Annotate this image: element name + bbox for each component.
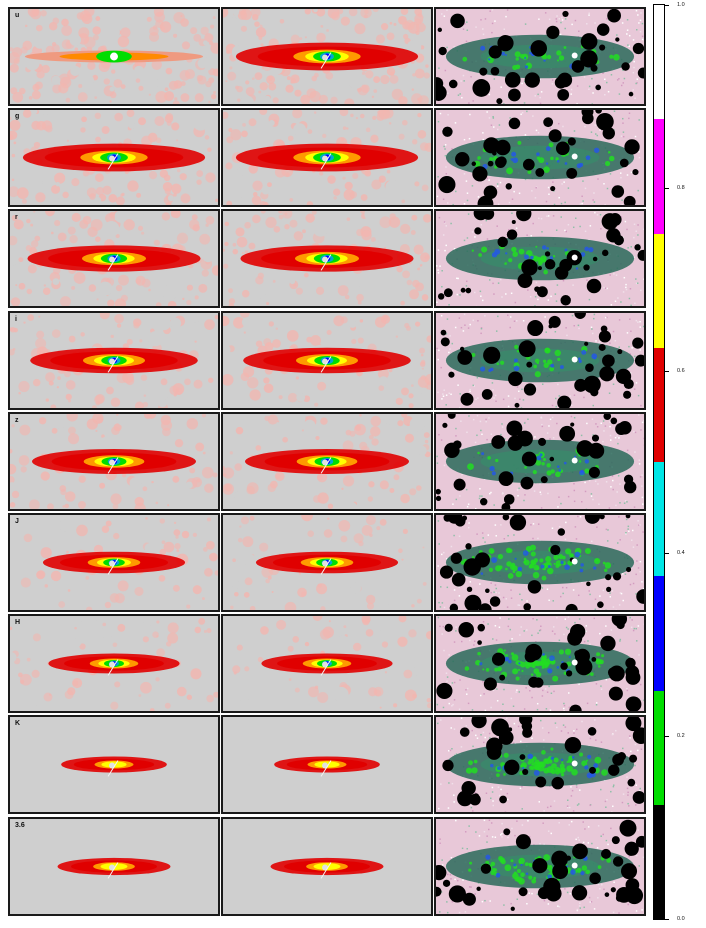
panel-residual bbox=[434, 7, 646, 106]
colorbar-tick-label: 1.0 bbox=[677, 2, 685, 8]
panel-data: i bbox=[8, 310, 220, 410]
band-label: K bbox=[15, 720, 21, 728]
panel-model bbox=[221, 816, 433, 916]
model-image bbox=[223, 515, 431, 610]
panel-data: u bbox=[8, 7, 220, 106]
colorbar-tick-mark bbox=[665, 736, 669, 738]
colorbar-tick-label: 0.2 bbox=[677, 733, 685, 740]
band-label: z bbox=[15, 416, 19, 424]
band-label: J bbox=[15, 518, 19, 525]
data-image bbox=[10, 110, 218, 206]
residual-image bbox=[436, 818, 644, 914]
colorbar-tick-label: 0.6 bbox=[677, 367, 685, 374]
colorbar-tick-label: 0.0 bbox=[677, 916, 685, 922]
data-image bbox=[10, 616, 218, 712]
band-label: g bbox=[15, 113, 20, 121]
colorbar bbox=[653, 4, 665, 920]
data-image bbox=[10, 312, 218, 408]
panel-data: g bbox=[8, 108, 220, 208]
colorbar-tick-label: 0.8 bbox=[677, 184, 685, 191]
colorbar-tick-label: 0.4 bbox=[677, 550, 685, 557]
residual-image bbox=[436, 110, 644, 206]
residual-image bbox=[436, 413, 644, 509]
panel-data: 3.6 bbox=[8, 816, 220, 916]
panel-residual bbox=[434, 614, 646, 714]
panel-data: r bbox=[8, 209, 220, 309]
model-image bbox=[223, 717, 431, 813]
panel-data: H bbox=[8, 614, 220, 714]
panel-model bbox=[221, 411, 433, 511]
colorbar-segment bbox=[654, 233, 664, 348]
data-image bbox=[10, 211, 218, 307]
band-label: H bbox=[15, 619, 21, 627]
data-image bbox=[10, 717, 218, 813]
colorbar-segment bbox=[654, 119, 664, 234]
panel-residual bbox=[434, 715, 646, 815]
model-image bbox=[223, 312, 431, 408]
band-label: r bbox=[15, 214, 18, 222]
colorbar-segment bbox=[654, 462, 664, 577]
colorbar-tick-mark bbox=[665, 5, 669, 6]
residual-image bbox=[436, 9, 644, 104]
data-image bbox=[10, 515, 218, 610]
band-label: 3.6 bbox=[15, 821, 25, 829]
colorbar-tick-mark bbox=[665, 553, 669, 555]
model-image bbox=[223, 9, 431, 104]
colorbar-segment bbox=[654, 576, 664, 691]
data-image bbox=[10, 818, 218, 914]
colorbar-tick-mark bbox=[665, 187, 669, 189]
colorbar-tick-mark bbox=[665, 370, 669, 372]
panel-model bbox=[221, 715, 433, 815]
panel-residual bbox=[434, 513, 646, 612]
panel-residual bbox=[434, 411, 646, 511]
colorbar-tick-mark bbox=[665, 919, 669, 920]
colorbar-segment bbox=[654, 347, 664, 462]
panel-data: K bbox=[8, 715, 220, 815]
band-label: u bbox=[15, 12, 20, 19]
panel-model bbox=[221, 209, 433, 309]
residual-image bbox=[436, 312, 644, 408]
residual-image bbox=[436, 211, 644, 307]
panel-residual bbox=[434, 310, 646, 410]
panel-residual bbox=[434, 108, 646, 208]
panel-residual bbox=[434, 816, 646, 916]
data-image bbox=[10, 413, 218, 509]
panel-model bbox=[221, 310, 433, 410]
panel-data: J bbox=[8, 513, 220, 612]
panel-model bbox=[221, 108, 433, 208]
panel-model bbox=[221, 513, 433, 612]
model-image bbox=[223, 110, 431, 206]
panel-residual bbox=[434, 209, 646, 309]
residual-image bbox=[436, 515, 644, 610]
panel-data: z bbox=[8, 411, 220, 511]
model-image bbox=[223, 211, 431, 307]
residual-image bbox=[436, 616, 644, 712]
colorbar-segment bbox=[654, 690, 664, 805]
panel-model bbox=[221, 7, 433, 106]
model-image bbox=[223, 413, 431, 509]
data-image bbox=[10, 9, 218, 104]
colorbar-segment bbox=[654, 5, 664, 120]
colorbar-segment bbox=[654, 804, 664, 919]
band-label: i bbox=[15, 315, 17, 323]
residual-image bbox=[436, 717, 644, 813]
panel-model bbox=[221, 614, 433, 714]
model-image bbox=[223, 818, 431, 914]
model-image bbox=[223, 616, 431, 712]
